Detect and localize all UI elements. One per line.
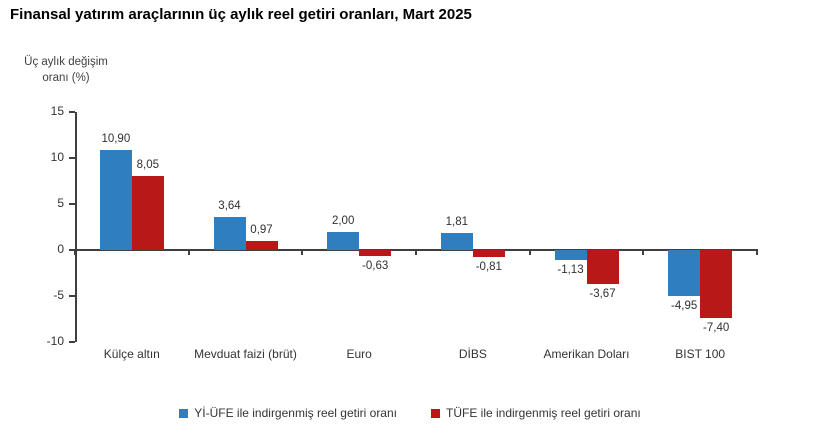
legend-item-yiufe: Yİ-ÜFE ile indirgenmiş reel getiri oranı [179,406,397,420]
bar-value-label: -4,95 [671,299,698,312]
legend-label-yiufe: Yİ-ÜFE ile indirgenmiş reel getiri oranı [194,406,397,420]
bar-value-label: -1,13 [557,264,584,277]
y-tick-mark [69,111,75,113]
bar-value-label: 1,81 [445,216,469,229]
category-label: Mevduat faizi (brüt) [194,347,297,361]
bar-yiufe [440,233,473,250]
x-tick-mark [415,249,417,255]
x-tick-mark [187,249,190,255]
bar-value-label: -3,67 [589,287,616,300]
bar-tufe [245,241,278,250]
bar-value-label: 8,05 [136,158,160,171]
category-label: Külçe altın [103,347,160,361]
legend-label-tufe: TÜFE ile indirgenmiş reel getiri oranı [446,406,641,420]
y-tick-label: -5 [53,288,64,302]
bar-yiufe [99,149,132,250]
bar-tufe [586,250,619,284]
bar-yiufe [213,216,246,250]
category-label: DİBS [458,347,487,361]
legend-swatch-yiufe-icon [179,408,189,418]
y-tick-mark [69,203,75,205]
bar-tufe [359,250,392,256]
y-tick-mark [69,341,75,343]
legend: Yİ-ÜFE ile indirgenmiş reel getiri oranı… [40,406,780,420]
x-tick-mark [74,249,76,255]
y-tick-label: 15 [50,104,64,118]
y-tick-mark [69,295,75,297]
bar-yiufe [554,250,587,261]
chart-title: Finansal yatırım araçlarının üç aylık re… [10,6,472,23]
y-axis-title: Üç aylık değişim oranı (%) [10,55,122,86]
y-tick-mark [69,157,75,159]
y-axis-line [75,112,77,342]
bar-value-label: -0,63 [362,259,389,272]
x-tick-mark [642,249,645,255]
y-tick-label: 0 [57,242,64,256]
bar-value-label: 2,00 [331,214,355,227]
x-tick-mark [756,249,758,255]
bar-tufe [472,250,505,258]
category-label: Euro [346,347,372,361]
y-tick-label: 10 [50,150,64,164]
bar-value-label: 0,97 [250,224,273,237]
legend-swatch-tufe-icon [431,408,440,418]
legend-item-tufe: TÜFE ile indirgenmiş reel getiri oranı [431,406,641,420]
category-label: BIST 100 [675,347,726,361]
y-tick-label: -10 [46,334,64,348]
bar-yiufe [668,250,701,296]
bar-value-label: -0,81 [475,261,502,274]
bar-tufe [700,250,733,319]
bar-value-label: -7,40 [703,322,730,335]
x-tick-mark [528,249,531,255]
category-label: Amerikan Doları [543,347,630,361]
bar-tufe [131,175,164,250]
y-axis-title-line1: Üç aylık değişim [24,56,108,68]
y-axis-title-line2: oranı (%) [42,71,90,84]
y-tick-mark [69,249,75,251]
x-tick-mark [301,249,304,255]
bar-value-label: 3,64 [218,199,241,212]
y-tick-label: 5 [57,196,64,210]
bar-value-label: 10,90 [101,132,131,145]
bar-yiufe [327,231,360,250]
